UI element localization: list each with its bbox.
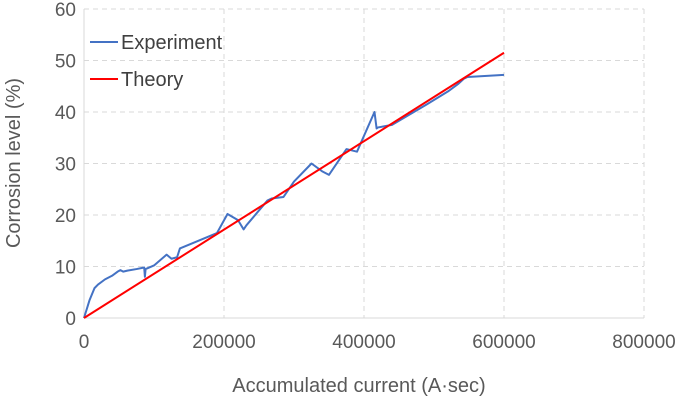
y-tick-label: 0	[65, 309, 76, 330]
y-tick-label: 20	[55, 206, 76, 227]
y-tick-label: 40	[55, 103, 76, 124]
y-tick-label: 50	[55, 52, 76, 73]
tick-labels: 0 10 20 30 40 50 60 0 200000 400000 600000 800000	[55, 0, 676, 353]
legend: Experiment Theory	[90, 32, 223, 91]
legend-label-experiment: Experiment	[121, 32, 223, 54]
x-tick-label: 600000	[472, 332, 535, 353]
y-tick-label: 10	[55, 258, 76, 279]
axes	[83, 9, 644, 319]
y-tick-label: 30	[55, 155, 76, 176]
legend-label-theory: Theory	[121, 69, 183, 91]
x-tick-label: 400000	[332, 332, 395, 353]
x-tick-label: 0	[79, 332, 90, 353]
series-line-theory	[83, 51, 505, 319]
gridlines	[84, 8, 645, 318]
series-line-experiment	[83, 73, 505, 319]
y-tick-label: 60	[55, 0, 76, 21]
x-tick-label: 200000	[192, 332, 255, 353]
x-tick-label: 800000	[612, 332, 675, 353]
series-group	[83, 51, 505, 319]
x-axis-title: Accumulated current (A·sec)	[232, 375, 485, 397]
y-axis-title: Corrosion level (%)	[3, 78, 25, 248]
